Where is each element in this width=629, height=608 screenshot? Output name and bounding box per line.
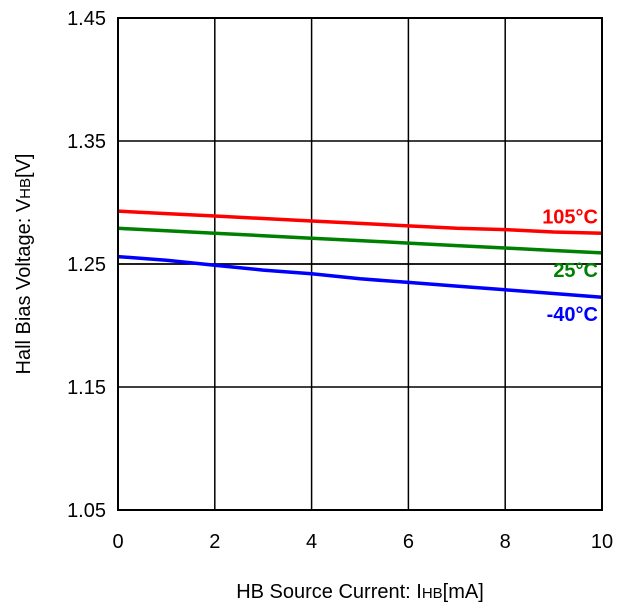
y-axis-label: Hall Bias Voltage: VHB[V]: [13, 154, 35, 375]
x-tick-labels: 0 2 4 6 8 10: [112, 531, 613, 553]
y-tick-label: 1.25: [67, 254, 106, 276]
series-labels: 105°C 25°C -40°C: [542, 206, 598, 326]
series-label-0: 105°C: [542, 206, 598, 228]
series-label-1: 25°C: [553, 260, 598, 282]
series-line-1: [117, 226, 603, 255]
y-tick-label: 1.05: [67, 500, 106, 522]
series-label-2: -40°C: [547, 304, 598, 326]
x-tick-label: 8: [500, 531, 511, 553]
x-tick-label: 2: [209, 531, 220, 553]
y-tick-label: 1.15: [67, 377, 106, 399]
x-tick-label: 6: [403, 531, 414, 553]
y-tick-label: 1.35: [67, 131, 106, 153]
x-axis-label: HB Source Current: IHB[mA]: [236, 581, 484, 603]
series-line-2: [117, 254, 603, 299]
series-line-0: [117, 209, 603, 236]
x-tick-label: 10: [591, 531, 613, 553]
x-tick-label: 4: [306, 531, 317, 553]
series-layer: [117, 209, 603, 299]
y-tick-labels: 1.45 1.35 1.25 1.15 1.05: [67, 8, 106, 522]
x-tick-label: 0: [112, 531, 123, 553]
plot-frame: [117, 17, 603, 511]
y-tick-label: 1.45: [67, 8, 106, 30]
